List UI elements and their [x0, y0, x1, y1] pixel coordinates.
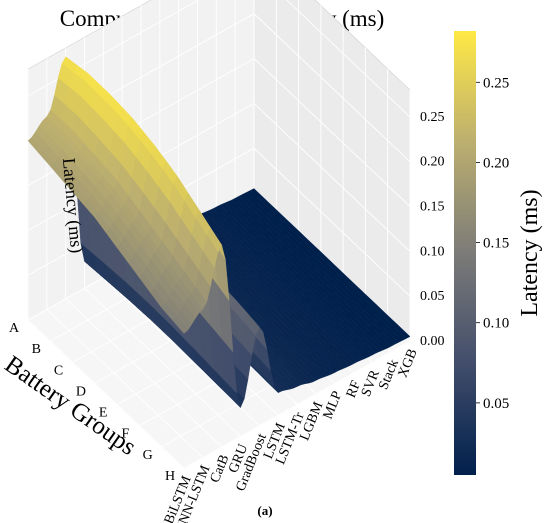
y-tick-label: MLP: [321, 389, 346, 422]
y-tick-label: XGB: [396, 347, 421, 380]
x-tick-label: B: [32, 342, 41, 357]
z-tick-label: 0.00: [420, 334, 445, 349]
colorbar-ticks: 0.05 0.10 0.15 0.20 0.25: [476, 75, 509, 412]
colorbar-tick-label: 0.10: [483, 316, 509, 332]
x-tick-label: D: [76, 384, 86, 399]
grid-line-z: [27, 0, 411, 118]
colorbar-tick-label: 0.05: [483, 396, 509, 412]
latency-surface: [27, 56, 411, 409]
figure-caption: (a): [257, 503, 272, 518]
z-tick-label: 0.05: [420, 289, 445, 304]
z-tick-label: 0.25: [420, 110, 445, 125]
x-tick-label: C: [54, 363, 63, 378]
colorbar-tick-label: 0.20: [483, 155, 509, 171]
surface-facet: [172, 316, 189, 334]
x-tick-label: A: [9, 321, 20, 336]
x-tick-label: F: [122, 427, 130, 442]
z-tick-label: 0.20: [420, 155, 445, 170]
y-tick-label: RF: [344, 378, 364, 400]
z-tick-label: 0.10: [420, 244, 445, 259]
x-tick-label: E: [99, 406, 108, 421]
colorbar-tick-label: 0.25: [483, 75, 509, 91]
colorbar-label: Latency (ms): [517, 189, 543, 316]
z-tick-label: 0.15: [420, 200, 445, 215]
colorbar-tick-label: 0.15: [483, 236, 509, 252]
colorbar: [454, 31, 476, 475]
z-tick-labels: 0.00 0.05 0.10 0.15 0.20 0.25: [420, 110, 445, 349]
x-tick-label: H: [165, 469, 175, 484]
x-tick-label: G: [143, 448, 153, 463]
